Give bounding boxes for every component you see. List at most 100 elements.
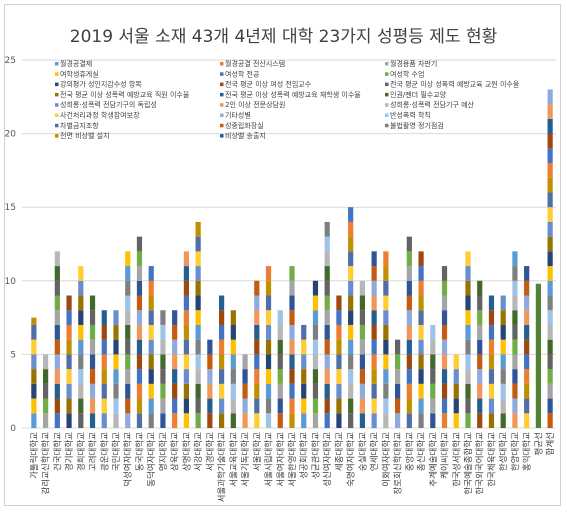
bar-stack — [207, 339, 213, 428]
bar-segment — [524, 383, 530, 399]
bar-segment — [547, 295, 553, 311]
bar-segment — [453, 369, 459, 384]
bar-segment — [500, 324, 506, 340]
bar-segment — [488, 354, 495, 370]
bar-segment — [183, 369, 189, 384]
bar-segment — [31, 324, 37, 340]
bar-segment — [66, 383, 72, 399]
bar-segment — [289, 339, 295, 355]
bar-segment — [441, 413, 448, 428]
x-tick-label: 한양대학교 — [510, 432, 521, 471]
bar-segment — [547, 251, 553, 267]
bar-segment — [172, 324, 178, 340]
bar-segment — [301, 354, 307, 370]
bar-segment — [418, 295, 424, 311]
bar-segment — [418, 310, 424, 325]
legend-label: 월경용품 자판기 — [390, 59, 437, 68]
bar-segment — [43, 413, 49, 428]
bar-segment — [136, 251, 143, 267]
bar-segment — [418, 324, 424, 340]
bar-segment — [277, 413, 283, 428]
chart-title: 2019 서울 소재 43개 4년제 대학 23가지 성평등 제도 현황 — [69, 27, 498, 47]
legend-label: 여학생휴게실 — [60, 69, 99, 78]
bar-segment — [183, 354, 189, 370]
bar-segment — [359, 339, 365, 355]
bar-segment — [31, 354, 37, 370]
legend-label: 인권/젠더 필수교양 — [390, 90, 447, 99]
bar-segment — [183, 280, 189, 296]
bar-segment — [277, 398, 283, 414]
bar-stack — [160, 310, 166, 428]
x-tick-label: 건국대학교 — [52, 432, 63, 471]
x-tick-label: 서울교육대학교 — [228, 432, 239, 487]
x-tick-label: 서강대학교 — [193, 432, 204, 471]
bar-segment — [101, 398, 107, 414]
bar-segment — [125, 369, 131, 384]
bar-segment — [66, 295, 72, 311]
bar-segment — [230, 339, 236, 355]
bar-segment — [125, 383, 131, 399]
bar-segment — [254, 310, 260, 325]
bar-segment — [524, 339, 530, 355]
x-tick-label: 국민대학교 — [111, 432, 122, 471]
bar-segment — [547, 207, 553, 222]
bar-segment — [383, 339, 389, 355]
bar-segment — [441, 398, 448, 414]
bar-segment — [207, 398, 213, 414]
bar-segment — [125, 413, 131, 428]
bar-segment — [101, 310, 107, 325]
bar-segment — [336, 398, 342, 414]
x-tick-label: 삼육대학교 — [170, 432, 181, 471]
bar-segment — [500, 295, 506, 311]
bar-segment — [406, 324, 412, 340]
bar-segment — [301, 339, 307, 355]
x-tick-label: 세종대학교 — [334, 432, 345, 471]
bar-segment — [324, 398, 330, 414]
bar-segment — [54, 266, 60, 281]
bar-segment — [54, 280, 60, 296]
bar-segment — [395, 398, 401, 414]
bar-segment — [336, 339, 342, 355]
bar-segment — [512, 295, 518, 311]
bar-segment — [172, 310, 178, 325]
y-tick-label: 15 — [5, 203, 16, 213]
bar-segment — [160, 413, 166, 428]
bar-segment — [324, 310, 330, 325]
bar-segment — [289, 383, 295, 399]
x-tick-label: 숭실대학교 — [357, 432, 368, 471]
bar-segment — [359, 383, 365, 399]
bar-segment — [524, 310, 530, 325]
bar-stack — [336, 295, 342, 428]
bar-stack — [312, 280, 319, 428]
bar-segment — [477, 398, 483, 414]
bar-segment — [547, 89, 553, 105]
bar-segment — [488, 310, 495, 325]
bar-segment — [336, 295, 342, 311]
bar-segment — [136, 383, 143, 399]
bar-segment — [136, 280, 143, 296]
bar-segment — [277, 310, 283, 325]
bar-segment — [348, 324, 354, 340]
bar-segment — [336, 324, 342, 340]
bar-segment — [383, 324, 389, 340]
bar-segment — [383, 251, 389, 267]
bar-segment — [512, 310, 518, 325]
bar-segment — [265, 339, 272, 355]
bar-segment — [183, 295, 189, 311]
bar-segment — [31, 398, 37, 414]
bar-segment — [136, 339, 143, 355]
bar-segment — [430, 413, 436, 428]
x-tick-label: 성균관대학교 — [310, 432, 321, 479]
x-tick-label: 합계선 — [545, 432, 556, 455]
legend-swatch — [55, 72, 59, 76]
bar-segment — [524, 354, 530, 370]
bar-segment — [160, 310, 166, 325]
bar-segment — [125, 295, 131, 311]
bar-segment — [418, 280, 424, 296]
bar-segment — [524, 280, 530, 296]
x-tick-label: 장로회신학대학교 — [393, 432, 404, 495]
bar-segment — [89, 398, 96, 414]
bar-segment — [113, 398, 119, 414]
legend-label: 사건처리과정 학생참여보장 — [60, 111, 140, 120]
x-tick-label: 서울여자대학교 — [275, 432, 286, 487]
